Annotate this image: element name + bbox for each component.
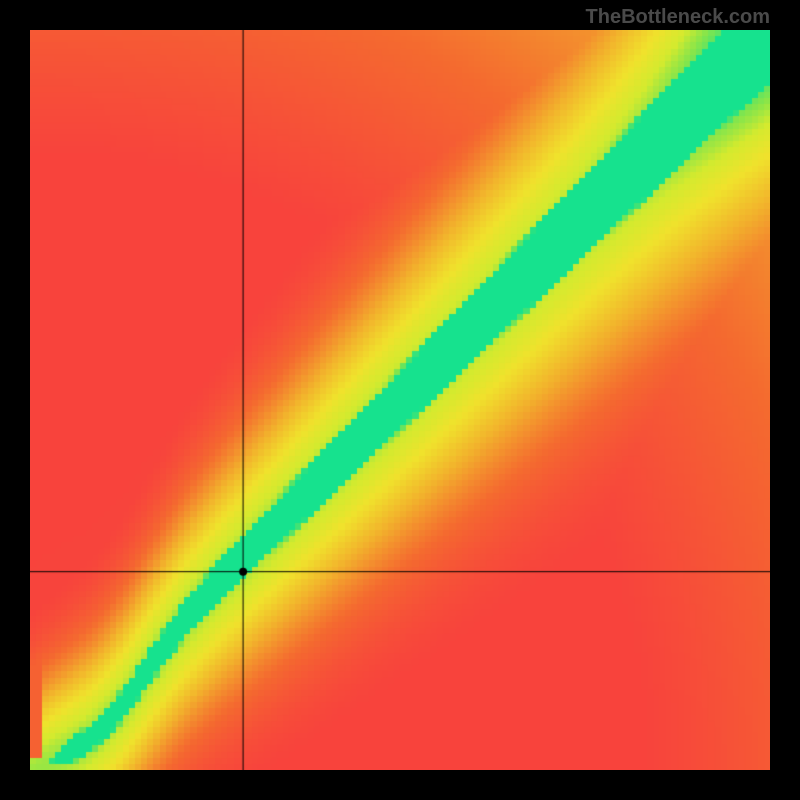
heatmap-canvas [30, 30, 770, 770]
watermark-label: TheBottleneck.com [586, 6, 770, 29]
bottleneck-heatmap [30, 30, 770, 770]
